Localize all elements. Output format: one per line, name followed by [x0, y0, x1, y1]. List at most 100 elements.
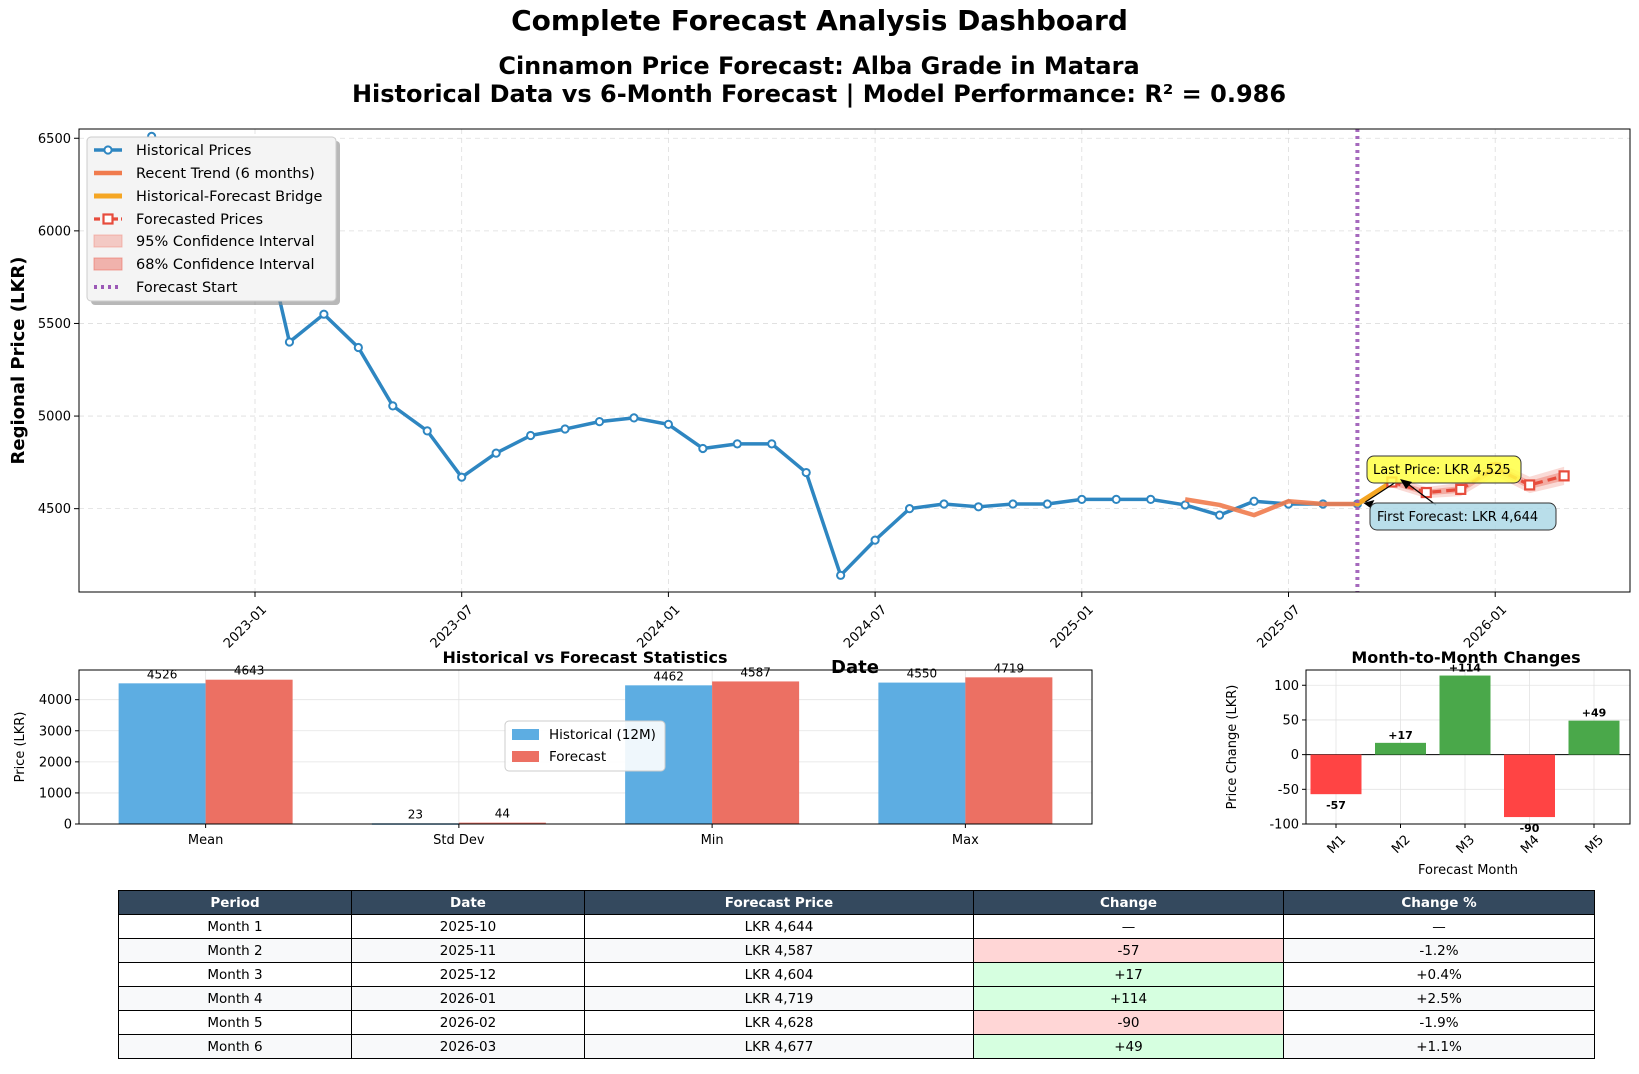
- x-axis-label: Date: [831, 657, 879, 678]
- legend-box: [86, 136, 337, 302]
- cell-forecast-price: LKR 4,604: [584, 962, 974, 987]
- mom-bar-positive: [1568, 720, 1620, 755]
- mom-bar-positive: [1375, 742, 1426, 755]
- cell-change: —: [973, 914, 1284, 939]
- stats-y-tick-label: 3000: [39, 724, 72, 739]
- stats-bar-label: 4587: [740, 665, 771, 679]
- cell-change-pct: -1.9%: [1283, 1010, 1595, 1035]
- historical-point: [1111, 494, 1121, 504]
- x-tick-label: 2023-07: [428, 602, 477, 651]
- stats-bar-label: 4719: [994, 661, 1025, 675]
- mom-bar-label: -57: [1326, 799, 1346, 812]
- table-row: Month 6 2026-03 LKR 4,677 +49 +1.1%: [118, 1034, 1595, 1059]
- legend-item-label: Historical Prices: [136, 143, 251, 159]
- historical-point: [353, 342, 363, 353]
- stats-bar-label: 4550: [907, 667, 938, 681]
- mom-y-tick-label: 0: [1291, 748, 1299, 763]
- chart-title-line2: Historical Data vs 6-Month Forecast | Mo…: [352, 80, 1286, 108]
- cell-forecast-price: LKR 4,644: [584, 914, 974, 939]
- y-tick-label: 5500: [38, 317, 71, 332]
- stats-bar-forecast: [205, 679, 293, 824]
- y-tick-label: 5000: [38, 410, 71, 425]
- stats-bar-forecast: [712, 681, 800, 824]
- historical-line: [150, 134, 1358, 578]
- stats-legend-swatch: [512, 729, 539, 740]
- historical-point: [836, 570, 846, 580]
- historical-point: [870, 535, 880, 545]
- stats-category-label: Mean: [188, 833, 223, 848]
- recent-trend-line: [1184, 497, 1358, 518]
- legend-item-label: 95% Confidence Interval: [136, 234, 315, 250]
- historical-point: [560, 424, 570, 434]
- table-row: Month 4 2026-01 LKR 4,719 +114 +2.5%: [118, 986, 1595, 1011]
- last-price-annotation: Last Price: LKR 4,525: [1373, 463, 1511, 478]
- cell-period: Month 3: [118, 962, 352, 987]
- y-tick-label: 4500: [38, 502, 71, 517]
- mom-y-tick-label: 100: [1274, 679, 1299, 694]
- historical-point: [629, 413, 639, 423]
- mom-bar-label: -90: [1520, 822, 1540, 835]
- table-row: Month 3 2025-12 LKR 4,604 +17 +0.4%: [118, 962, 1595, 987]
- cell-date: 2025-12: [351, 962, 585, 987]
- cell-change: +17: [973, 962, 1284, 987]
- historical-point: [1249, 496, 1259, 506]
- mom-bar-label: +49: [1582, 707, 1607, 720]
- stats-bar-label: 4643: [234, 664, 265, 678]
- historical-point: [594, 417, 605, 427]
- stats-bar-label: 44: [495, 807, 510, 821]
- cell-change: -90: [973, 1010, 1284, 1035]
- historical-point: [526, 430, 536, 441]
- table-row: Month 1 2025-10 LKR 4,644— —: [118, 914, 1595, 939]
- historical-point: [319, 309, 329, 319]
- mom-bar-label: +114: [1449, 662, 1482, 675]
- chart-title-line1: Cinnamon Price Forecast: Alba Grade in M…: [498, 52, 1139, 80]
- last-price-arrowhead: [1363, 500, 1375, 509]
- cell-forecast-price: LKR 4,587: [584, 938, 974, 963]
- y-tick-label: 6000: [38, 224, 71, 239]
- stats-y-tick-label: 2000: [39, 755, 72, 770]
- header-change-pct: Change %: [1283, 890, 1595, 915]
- cell-date: 2026-03: [351, 1034, 585, 1059]
- stats-y-tick-label: 0: [64, 818, 72, 833]
- stats-legend-box: [504, 720, 666, 772]
- cell-forecast-price: LKR 4,628: [584, 1010, 974, 1035]
- historical-point: [939, 499, 949, 509]
- historical-point: [1146, 494, 1156, 504]
- historical-point: [491, 448, 501, 458]
- stats-bar-historical: [878, 682, 966, 824]
- historical-point: [1008, 499, 1018, 509]
- historical-point: [801, 467, 811, 478]
- first-forecast-annotation: First Forecast: LKR 4,644: [1377, 510, 1538, 525]
- historical-point: [732, 439, 742, 449]
- table-header-row: Period Date Forecast Price Change Change…: [118, 890, 1595, 915]
- mom-y-tick-label: 50: [1282, 713, 1299, 728]
- stats-bar-label: 4462: [653, 669, 684, 683]
- historical-point: [1042, 499, 1052, 509]
- historical-point: [1215, 510, 1225, 520]
- header-forecast-price: Forecast Price: [584, 890, 974, 915]
- cell-date: 2026-02: [351, 1010, 585, 1035]
- legend-item-label: Forecast Start: [136, 280, 238, 296]
- cell-period: Month 4: [118, 986, 352, 1011]
- first-forecast-box: [1369, 502, 1557, 531]
- historical-point: [698, 443, 708, 454]
- cell-date: 2025-10: [351, 914, 585, 939]
- historical-point: [1077, 494, 1087, 504]
- legend-item-label: Recent Trend (6 months): [136, 166, 315, 182]
- mom-category-label: M5: [1583, 832, 1607, 856]
- legend-item-label: Historical-Forecast Bridge: [136, 189, 322, 205]
- table-row: Month 5 2026-02 LKR 4,628 -90 -1.9%: [118, 1010, 1595, 1035]
- cell-change-pct: +0.4%: [1283, 962, 1595, 987]
- header-date: Date: [351, 890, 585, 915]
- cell-date: 2025-11: [351, 938, 585, 963]
- legend-ci68-swatch: [93, 257, 123, 271]
- stats-category-label: Std Dev: [433, 833, 485, 848]
- cell-forecast-price: LKR 4,719: [584, 986, 974, 1011]
- first-forecast-arrow: [1407, 483, 1437, 506]
- legend-historical-marker: [103, 145, 113, 155]
- cell-change: +49: [973, 1034, 1284, 1059]
- header-period: Period: [118, 890, 352, 915]
- stats-y-tick-label: 4000: [39, 693, 72, 708]
- mom-bar-negative: [1504, 754, 1555, 818]
